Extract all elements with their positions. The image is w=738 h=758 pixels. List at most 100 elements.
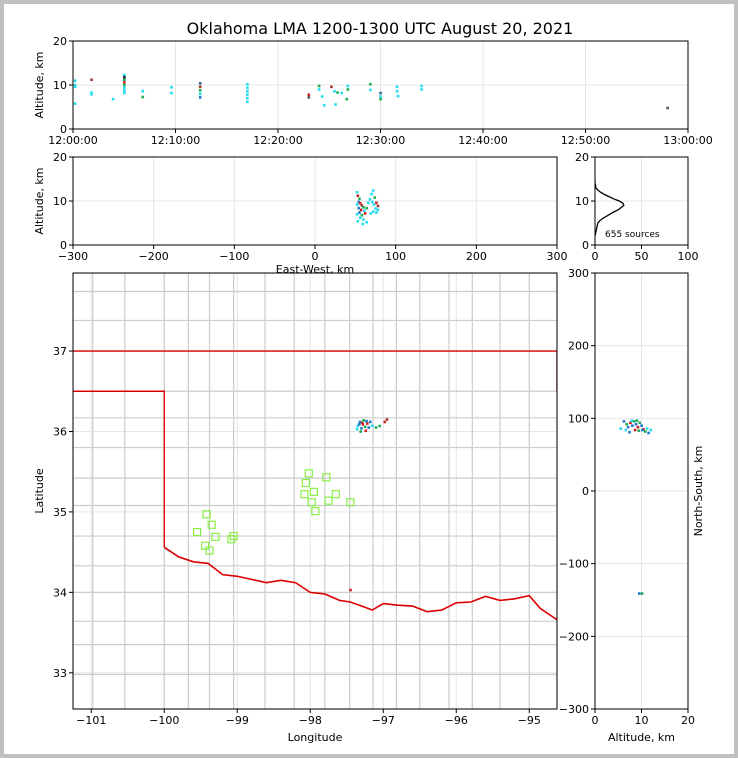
time-height-x-tick-label: 12:30:00 <box>356 134 405 147</box>
lightning-source-point <box>365 220 369 224</box>
height-histogram-y-tick-label: 20 <box>575 151 589 164</box>
lightning-source-point <box>361 222 364 226</box>
lightning-source-point <box>198 82 202 85</box>
lightning-source-point <box>365 422 369 425</box>
lightning-source-point <box>363 212 367 215</box>
lightning-source-point <box>359 430 363 433</box>
time-height-frame <box>72 40 689 130</box>
lightning-source-point <box>123 75 126 79</box>
lightning-source-point <box>375 211 378 214</box>
lma-station-marker <box>301 478 310 488</box>
lightning-source-point <box>376 208 380 212</box>
lightning-source-point <box>123 89 126 92</box>
lma-station-marker <box>324 496 333 505</box>
lightning-source-point <box>369 82 372 86</box>
plan-view-map-x-tick-label: −101 <box>76 714 106 727</box>
east-west-height-y-axis-label: Altitude, km <box>33 167 46 234</box>
time-height-y-axis-label: Altitude, km <box>33 51 46 118</box>
plan-view-map-content <box>73 273 557 709</box>
lightning-source-point <box>345 97 349 101</box>
time-height-x-tick-label: 12:50:00 <box>561 134 610 147</box>
lightning-source-point <box>637 429 641 433</box>
height-histogram-frame <box>594 156 689 246</box>
time-height-x-tick-label: 12:00:00 <box>48 134 97 147</box>
lightning-source-point <box>628 430 631 434</box>
lightning-source-point <box>360 427 363 430</box>
plan-view-map-x-axis-label: Longitude <box>288 731 343 744</box>
lightning-source-point <box>360 421 364 425</box>
lightning-source-point <box>630 419 634 422</box>
lightning-source-point <box>73 79 77 82</box>
lightning-source-point <box>365 206 369 210</box>
east-west-height-y-tick-label: 20 <box>53 151 67 164</box>
lma-station-marker <box>205 546 214 555</box>
lightning-source-point <box>374 207 377 210</box>
plan-view-map-panel: −101 −100 −99 −98 −97 −96 −95 33 34 35 36 37 Longitu… <box>33 272 558 744</box>
lightning-source-point <box>369 88 372 92</box>
east-west-height-panel: −300 −200 −100 0 100 200 300 0 10 20 East-West, km… <box>33 151 568 276</box>
lightning-source-point <box>356 194 360 198</box>
plan-view-map-y-axis-label: Latitude <box>33 468 46 514</box>
lightning-source-point <box>371 200 374 204</box>
lightning-source-point <box>624 428 628 432</box>
lightning-source-point <box>123 81 126 84</box>
lightning-source-point <box>360 204 364 207</box>
north-south-height-y-tick-label: −300 <box>559 703 589 716</box>
lightning-source-point <box>369 212 373 215</box>
lightning-source-point <box>368 198 372 201</box>
plan-view-map-y-tick-label: 37 <box>53 345 67 358</box>
lightning-source-point <box>330 85 333 89</box>
lightning-source-point <box>631 424 634 427</box>
plan-view-map-frame <box>72 272 558 710</box>
north-south-height-y-tick-label: 0 <box>582 485 589 498</box>
lightning-source-point <box>363 209 366 213</box>
lightning-source-point <box>123 91 126 95</box>
lightning-source-point <box>355 213 359 216</box>
lightning-source-point <box>198 96 202 99</box>
lightning-source-point <box>123 83 126 87</box>
north-south-height-x-tick-label: 0 <box>592 714 599 727</box>
lightning-source-point <box>640 592 644 595</box>
lightning-source-point <box>362 419 365 422</box>
lightning-source-point <box>307 96 311 99</box>
lightning-source-point <box>370 192 373 196</box>
north-south-height-content <box>619 419 653 595</box>
north-south-height-y-tick-label: −100 <box>559 558 589 571</box>
time-height-x-tick-label: 12:20:00 <box>253 134 302 147</box>
lightning-source-point <box>420 88 423 91</box>
lma-station-marker <box>304 469 313 478</box>
lightning-source-point <box>246 86 249 90</box>
lightning-source-point <box>666 106 669 110</box>
lightning-source-point <box>359 208 363 212</box>
north-south-height-y-tick-label: 300 <box>568 267 589 280</box>
time-height-x-tick-label: 13:00:00 <box>663 134 712 147</box>
lightning-source-point <box>141 95 145 99</box>
time-height-x-tick-label: 12:40:00 <box>458 134 507 147</box>
lightning-source-point <box>246 97 249 100</box>
time-height-content <box>73 73 669 110</box>
lightning-source-point <box>647 431 650 435</box>
north-south-height-x-tick-label: 10 <box>635 714 649 727</box>
lightning-source-point <box>170 86 173 89</box>
lightning-source-point <box>634 422 638 426</box>
lightning-source-point <box>638 421 642 425</box>
lightning-source-point <box>123 78 126 82</box>
east-west-height-content <box>355 189 380 226</box>
lightning-source-point <box>379 97 382 101</box>
lightning-source-point <box>395 85 399 89</box>
lightning-source-point <box>90 91 93 94</box>
lma-station-marker <box>346 498 355 507</box>
lightning-source-point <box>626 425 630 429</box>
lightning-source-point <box>358 420 362 424</box>
lightning-source-point <box>363 425 367 429</box>
panels: 12:00:00 12:10:00 12:20:00 12:30:00 12:40:00… <box>33 35 713 744</box>
lightning-source-point <box>198 92 202 96</box>
lma-station-marker <box>307 498 316 507</box>
lightning-source-point <box>246 89 249 93</box>
lightning-source-point <box>111 97 115 101</box>
lightning-source-point <box>358 216 362 220</box>
lightning-source-point <box>358 202 362 205</box>
lma-station-marker <box>202 510 211 519</box>
lightning-source-point <box>625 422 629 426</box>
height-histogram-x-tick-label: 0 <box>592 250 599 263</box>
